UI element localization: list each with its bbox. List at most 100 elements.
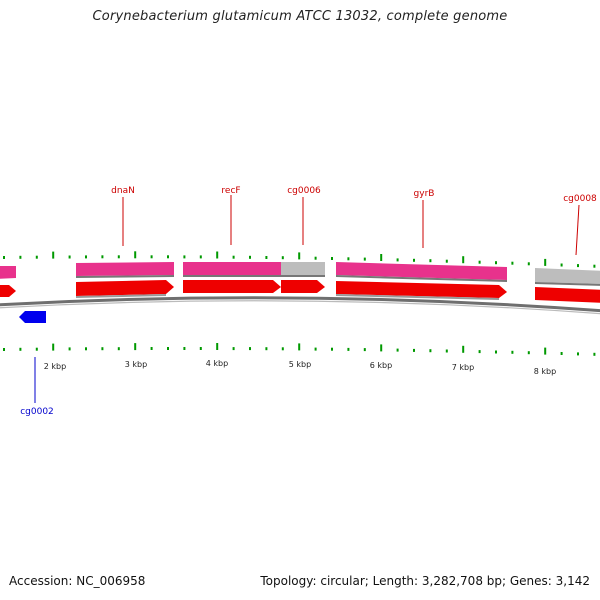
tick-minor xyxy=(85,347,87,351)
tick-minor xyxy=(314,256,317,260)
tick-minor xyxy=(429,349,432,353)
gene-arrow[interactable] xyxy=(535,287,600,303)
tick-minor xyxy=(363,348,366,352)
tick-minor xyxy=(249,347,251,351)
scale-label: 6 kbp xyxy=(370,361,392,370)
tick-major xyxy=(216,343,219,350)
tick-minor xyxy=(363,257,366,261)
tick-major xyxy=(216,251,219,259)
tick-minor xyxy=(265,256,268,259)
tick-minor xyxy=(68,255,71,259)
scale-label: 2 kbp xyxy=(44,362,66,371)
scale-labels: 2 kbp 3 kbp 4 kbp 5 kbp 6 kbp 7 kbp 8 kb… xyxy=(44,359,556,376)
tick-minor xyxy=(68,347,71,351)
gene-label-gyrB[interactable]: gyrB xyxy=(414,189,435,199)
tick-minor xyxy=(167,347,169,350)
genome-summary-text: Topology: circular; Length: 3,282,708 bp… xyxy=(260,574,590,588)
feature-bar-upper[interactable] xyxy=(76,262,174,276)
tick-minor xyxy=(511,261,514,265)
gene-track-forward xyxy=(0,280,600,303)
tick-minor xyxy=(331,347,333,351)
tick-minor xyxy=(577,352,579,356)
tick-minor xyxy=(331,257,333,260)
tick-minor xyxy=(3,256,5,259)
tick-minor xyxy=(150,255,153,259)
tick-minor xyxy=(396,258,399,262)
tick-minor xyxy=(593,264,596,268)
tick-minor xyxy=(101,255,104,259)
scale-label: 4 kbp xyxy=(206,359,228,368)
tick-minor xyxy=(478,350,481,354)
gene-label-recF[interactable]: recF xyxy=(221,186,240,196)
tick-major xyxy=(462,256,465,264)
feature-track-upper xyxy=(0,262,600,286)
tick-minor xyxy=(560,263,563,267)
scale-label: 8 kbp xyxy=(534,367,556,376)
tick-minor xyxy=(445,349,448,353)
gene-labels-reverse: cg0002 xyxy=(20,357,54,417)
tick-minor xyxy=(117,255,120,259)
tick-minor xyxy=(35,255,38,259)
feature-bar-upper[interactable] xyxy=(183,262,281,275)
tick-minor xyxy=(347,347,350,351)
tick-major xyxy=(380,254,383,261)
tick-minor xyxy=(281,347,284,351)
gene-arrow[interactable] xyxy=(336,281,507,298)
tick-minor xyxy=(527,262,530,266)
tick-minor xyxy=(478,260,481,264)
tick-minor xyxy=(396,348,399,352)
tick-minor xyxy=(347,257,350,261)
gene-labels-forward: dnaN recF cg0006 gyrB cg0008 xyxy=(111,186,597,256)
map-title: Corynebacterium glutamicum ATCC 13032, c… xyxy=(92,9,508,24)
tick-minor xyxy=(445,259,448,263)
tick-minor xyxy=(35,347,38,351)
tick-minor xyxy=(183,255,186,259)
tick-minor xyxy=(527,351,530,355)
feature-bar-upper[interactable] xyxy=(0,266,16,279)
gene-label-dnaN[interactable]: dnaN xyxy=(111,186,135,196)
tick-minor xyxy=(413,348,415,352)
tick-minor xyxy=(232,347,235,351)
feature-bar-upper[interactable] xyxy=(535,268,600,284)
tick-major xyxy=(298,343,301,351)
gene-arrow-reverse[interactable] xyxy=(19,311,46,323)
tick-minor xyxy=(429,259,432,263)
tick-minor xyxy=(183,347,186,350)
tick-major xyxy=(380,344,383,352)
tick-minor xyxy=(117,347,120,351)
gene-arrow[interactable] xyxy=(281,280,325,293)
feature-bar-upper[interactable] xyxy=(336,262,507,280)
tick-minor xyxy=(150,347,153,350)
tick-minor xyxy=(281,256,284,260)
tick-minor xyxy=(249,255,251,259)
tick-major xyxy=(544,258,547,266)
tick-minor xyxy=(3,348,5,351)
scale-label: 5 kbp xyxy=(289,360,311,369)
tick-minor xyxy=(413,258,415,262)
tick-major xyxy=(134,251,137,259)
tick-minor xyxy=(577,264,579,268)
gene-arrow[interactable] xyxy=(76,280,174,296)
tick-minor xyxy=(265,347,268,351)
tick-major xyxy=(134,343,137,351)
gene-arrow[interactable] xyxy=(0,285,16,297)
gene-arrow[interactable] xyxy=(183,280,281,293)
tick-minor xyxy=(314,347,317,351)
tick-minor xyxy=(560,352,563,355)
gene-label-cg0002[interactable]: cg0002 xyxy=(20,407,54,417)
tick-minor xyxy=(593,352,596,356)
tick-minor xyxy=(232,255,235,259)
tick-minor xyxy=(101,347,104,351)
accession-text: Accession: NC_006958 xyxy=(9,574,146,588)
gene-label-cg0006[interactable]: cg0006 xyxy=(287,186,321,196)
tick-minor xyxy=(19,255,22,259)
scale-label: 7 kbp xyxy=(452,363,474,372)
tick-minor xyxy=(199,347,202,350)
tick-minor xyxy=(19,347,22,351)
gene-label-cg0008[interactable]: cg0008 xyxy=(563,194,597,204)
scale-label: 3 kbp xyxy=(125,360,147,369)
tick-row-bottom xyxy=(3,343,596,356)
tick-minor xyxy=(199,255,202,259)
feature-bar-upper[interactable] xyxy=(281,262,325,275)
